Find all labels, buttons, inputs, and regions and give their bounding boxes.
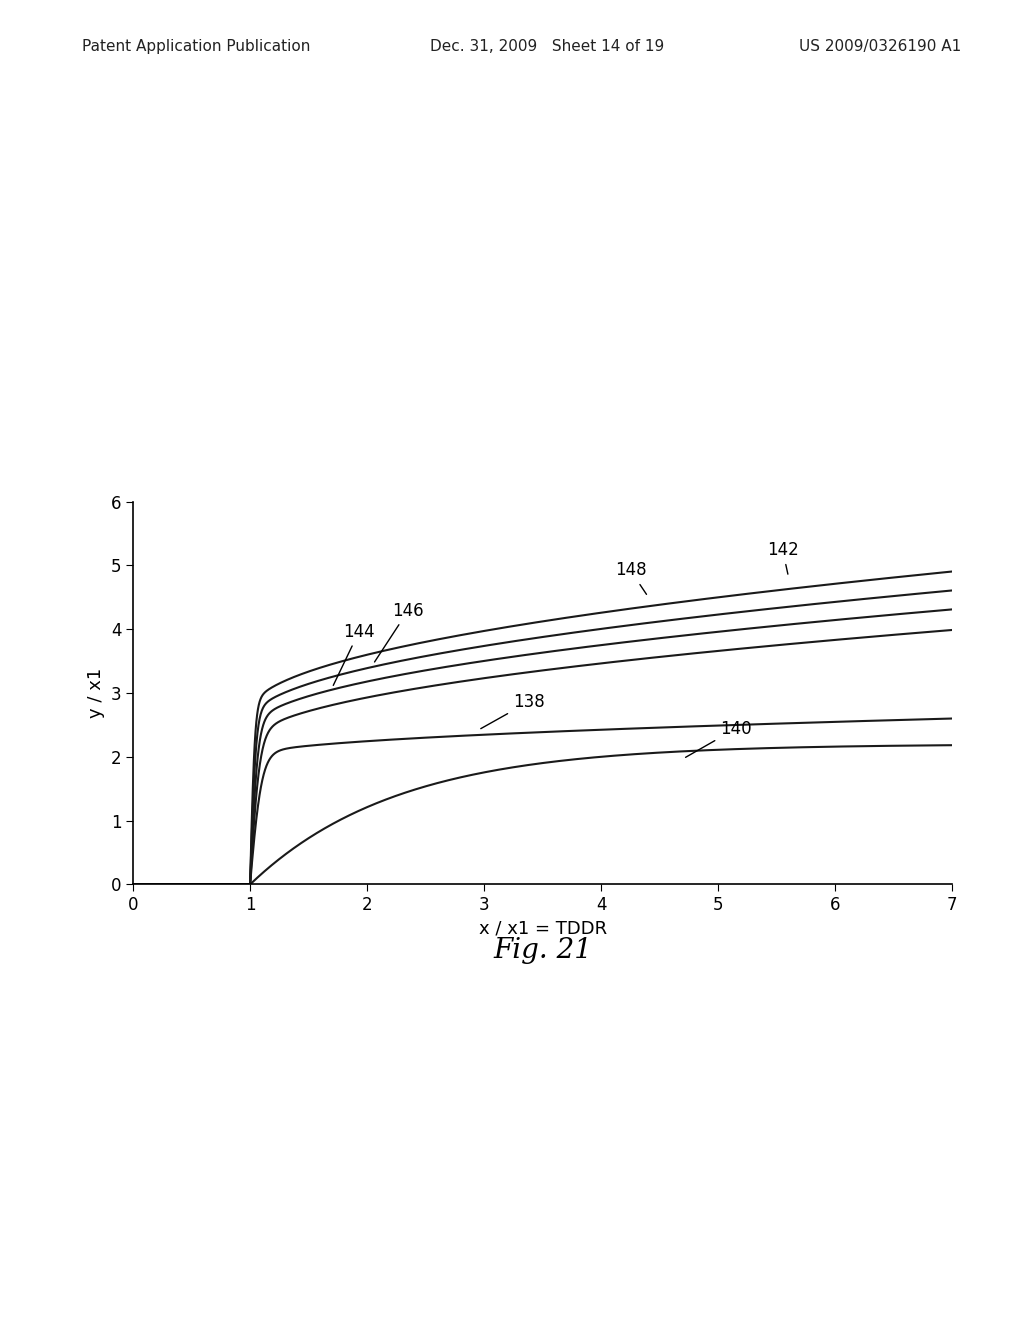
Text: Dec. 31, 2009   Sheet 14 of 19: Dec. 31, 2009 Sheet 14 of 19 bbox=[430, 38, 665, 54]
Text: 140: 140 bbox=[686, 719, 752, 758]
Y-axis label: y / x1: y / x1 bbox=[87, 668, 105, 718]
Text: US 2009/0326190 A1: US 2009/0326190 A1 bbox=[799, 38, 961, 54]
X-axis label: x / x1 = TDDR: x / x1 = TDDR bbox=[478, 920, 607, 937]
Text: Patent Application Publication: Patent Application Publication bbox=[82, 38, 310, 54]
Text: 148: 148 bbox=[614, 561, 646, 594]
Text: 142: 142 bbox=[767, 541, 799, 574]
Text: Fig. 21: Fig. 21 bbox=[494, 937, 592, 964]
Text: 146: 146 bbox=[375, 602, 424, 661]
Text: 138: 138 bbox=[481, 693, 545, 729]
Text: 144: 144 bbox=[333, 623, 375, 685]
